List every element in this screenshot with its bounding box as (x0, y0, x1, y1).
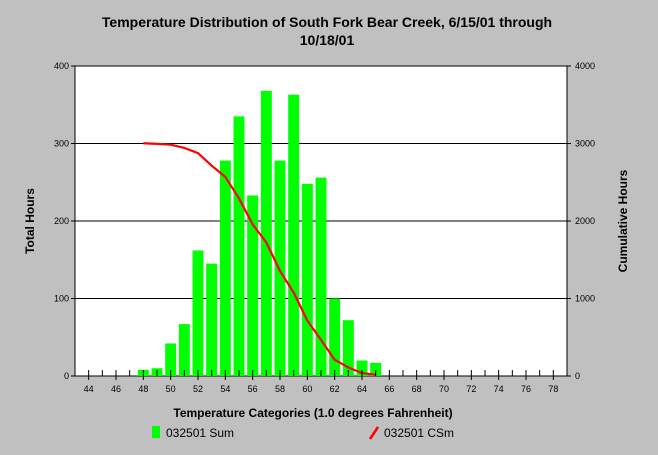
y-left-tick-label-200: 200 (54, 216, 69, 226)
x-tick-label-66: 66 (384, 384, 394, 394)
y-axis-right-title: Cumulative Hours (616, 169, 630, 272)
bar-62 (329, 298, 341, 376)
bar-58 (274, 160, 286, 376)
y-right-tick-label-0: 0 (575, 371, 580, 381)
x-tick-label-58: 58 (275, 384, 285, 394)
bar-53 (206, 263, 218, 376)
legend: 032501 Sum 032501 CSm (152, 426, 454, 440)
x-tick-label-60: 60 (302, 384, 312, 394)
x-tick-label-76: 76 (521, 384, 531, 394)
y-right-tick-label-1000: 1000 (575, 294, 595, 304)
legend-swatch-csm (368, 426, 380, 440)
legend-label-sum: 032501 Sum (166, 426, 234, 440)
bar-61 (315, 177, 327, 376)
bar-50 (165, 343, 177, 376)
x-tick-label-64: 64 (357, 384, 367, 394)
x-tick-label-46: 46 (111, 384, 121, 394)
y-right-tick-label-3000: 3000 (575, 139, 595, 149)
x-tick-label-74: 74 (494, 384, 504, 394)
bar-57 (260, 90, 272, 377)
cumulative-line (143, 142, 376, 376)
bar-65 (370, 362, 382, 376)
bar-55 (233, 116, 245, 376)
x-tick-label-62: 62 (330, 384, 340, 394)
y-right-tick-label-2000: 2000 (575, 216, 595, 226)
legend-swatch-sum (152, 426, 160, 438)
bar-series (137, 90, 382, 377)
y-left-tick-label-400: 400 (54, 61, 69, 71)
legend-label-csm: 032501 CSm (384, 426, 454, 440)
bar-52 (192, 250, 204, 376)
bar-64 (356, 360, 368, 376)
x-tick-label-48: 48 (138, 384, 148, 394)
x-tick-label-52: 52 (193, 384, 203, 394)
chart-title-line1: Temperature Distribution of South Fork B… (102, 14, 552, 30)
chart-title-line2: 10/18/01 (300, 32, 355, 48)
x-axis-title: Temperature Categories (1.0 degrees Fahr… (173, 406, 452, 420)
bar-60 (301, 183, 313, 376)
x-tick-label-68: 68 (412, 384, 422, 394)
x-tick-label-44: 44 (84, 384, 94, 394)
bar-51 (178, 324, 190, 376)
x-tick-label-70: 70 (439, 384, 449, 394)
bar-63 (342, 320, 354, 376)
y-left-tick-label-100: 100 (54, 294, 69, 304)
y-left-tick-label-300: 300 (54, 139, 69, 149)
y-right-tick-label-4000: 4000 (575, 61, 595, 71)
x-tick-label-56: 56 (248, 384, 258, 394)
x-tick-label-72: 72 (466, 384, 476, 394)
x-tick-label-54: 54 (220, 384, 230, 394)
line-series (143, 142, 376, 376)
y-left-tick-label-0: 0 (64, 371, 69, 381)
x-tick-label-50: 50 (166, 384, 176, 394)
bar-54 (219, 160, 231, 376)
y-axis-left-title: Total Hours (23, 188, 37, 254)
x-tick-label-78: 78 (548, 384, 558, 394)
bar-59 (288, 94, 300, 377)
bar-56 (247, 195, 259, 376)
